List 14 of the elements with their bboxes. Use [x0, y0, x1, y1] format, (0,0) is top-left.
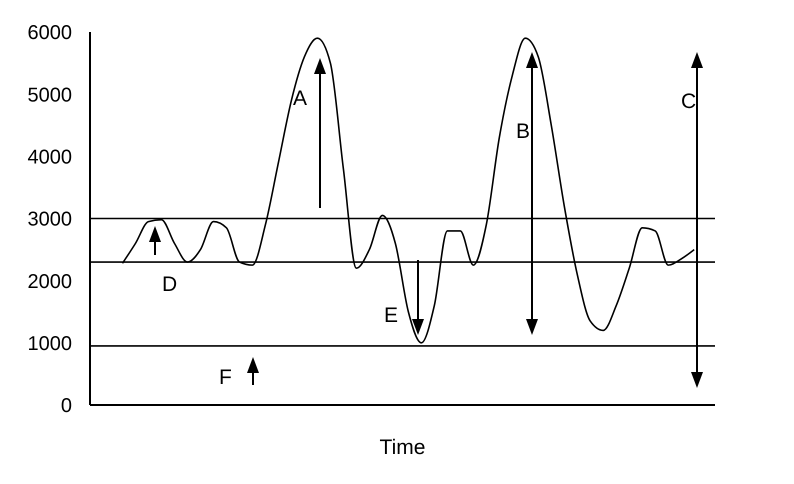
annotation: F — [219, 366, 232, 389]
y-tick-label: 0 — [60, 395, 72, 418]
annotation: C — [681, 90, 696, 113]
y-tick-label: 2000 — [28, 270, 72, 293]
y-tick-label: 3000 — [28, 208, 72, 231]
annotation: A — [293, 87, 308, 110]
y-tick-label: 6000 — [28, 22, 72, 44]
x-axis-title: Time — [380, 436, 426, 459]
annotation: D — [162, 273, 178, 296]
y-tick-label: 1000 — [28, 332, 72, 355]
annotation: E — [384, 304, 398, 327]
annotation: B — [516, 120, 530, 143]
y-tick-label: 4000 — [28, 146, 72, 168]
y-tick-label: 5000 — [28, 84, 72, 106]
